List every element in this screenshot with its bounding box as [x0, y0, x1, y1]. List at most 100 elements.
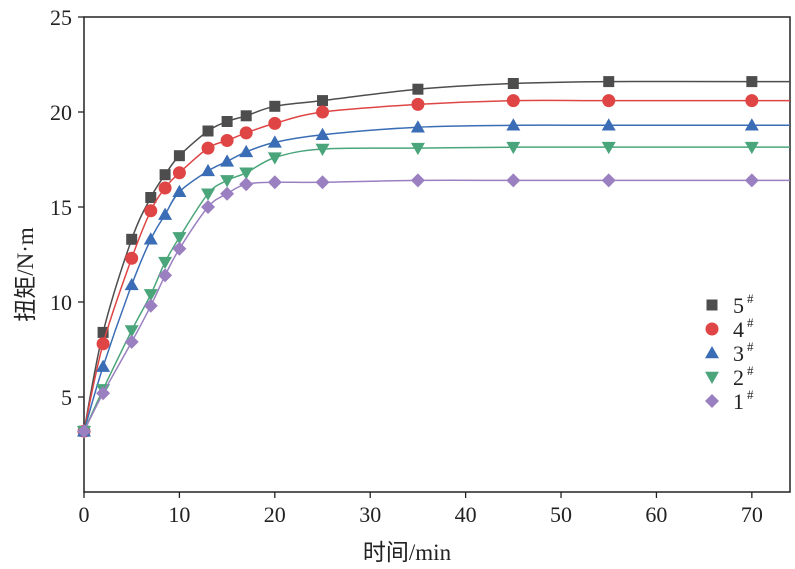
data-point — [201, 200, 216, 214]
data-point — [315, 143, 330, 157]
x-axis-label: 时间/min — [363, 540, 452, 565]
x-tick-label: 20 — [264, 502, 286, 527]
data-point — [602, 94, 616, 108]
data-point — [158, 181, 172, 195]
data-point — [144, 204, 158, 218]
data-point — [126, 233, 138, 245]
data-point — [158, 268, 173, 283]
data-point — [268, 116, 282, 130]
data-point — [506, 118, 521, 131]
legend-label: 2 — [733, 365, 744, 390]
data-point — [412, 83, 424, 95]
data-point — [410, 173, 425, 188]
x-tick-label: 60 — [645, 502, 667, 527]
legend-label: 3 — [733, 341, 744, 366]
legend-marker — [705, 322, 719, 336]
data-point — [315, 127, 330, 141]
data-point — [221, 116, 233, 127]
data-point — [317, 95, 329, 107]
data-point — [601, 118, 616, 131]
data-point — [745, 94, 759, 108]
data-point — [145, 192, 157, 203]
data-point — [159, 169, 171, 181]
data-point — [267, 135, 282, 148]
series-line — [83, 146, 790, 432]
data-point — [172, 184, 187, 198]
data-point — [158, 207, 173, 220]
data-point — [411, 97, 425, 111]
data-point — [601, 141, 616, 155]
legend-label-sup: # — [747, 291, 754, 306]
data-point — [201, 163, 216, 177]
data-point — [240, 110, 252, 122]
data-point — [220, 186, 235, 201]
legend-marker — [706, 299, 718, 311]
data-point — [143, 232, 158, 245]
data-point — [96, 337, 110, 351]
data-point — [506, 173, 521, 188]
y-tick-label: 20 — [50, 100, 72, 125]
y-axis-label: 扭矩/N·m — [13, 227, 38, 322]
data-point — [239, 167, 254, 180]
series-line — [83, 179, 790, 432]
data-point — [172, 232, 187, 245]
series-1 — [77, 173, 790, 439]
data-point — [172, 166, 186, 180]
series-4 — [77, 94, 790, 438]
series-line — [83, 99, 790, 432]
data-point — [315, 175, 330, 190]
data-point — [158, 256, 173, 270]
data-point — [239, 126, 253, 140]
data-point — [143, 298, 158, 313]
x-tick-label: 70 — [741, 502, 763, 527]
data-point — [746, 76, 758, 88]
data-point — [220, 134, 234, 147]
data-point — [124, 325, 139, 338]
legend-label-sup: # — [747, 315, 754, 330]
data-point — [316, 105, 330, 119]
series-line — [83, 124, 790, 432]
series-2 — [77, 141, 790, 439]
data-point — [506, 94, 520, 108]
y-tick-label: 15 — [50, 195, 72, 220]
data-point — [239, 177, 254, 192]
y-tick-label: 5 — [61, 385, 72, 410]
legend-marker — [705, 371, 719, 384]
legend-label-sup: # — [747, 387, 754, 402]
data-point — [410, 120, 425, 133]
data-point — [267, 152, 282, 165]
data-point — [172, 241, 187, 256]
data-point — [603, 76, 615, 88]
legend-label-sup: # — [747, 363, 754, 378]
legend-label: 1 — [733, 389, 744, 414]
x-tick-label: 30 — [359, 502, 381, 527]
data-point — [201, 141, 215, 155]
x-tick-label: 50 — [550, 502, 572, 527]
data-point — [201, 188, 216, 201]
plot-frame — [83, 16, 791, 493]
data-point — [220, 175, 235, 188]
data-point — [269, 100, 281, 112]
legend-label-sup: # — [747, 339, 754, 354]
data-point — [143, 289, 158, 302]
data-point — [744, 118, 759, 131]
x-tick-label: 0 — [79, 502, 90, 527]
data-point — [125, 251, 139, 265]
legend-marker — [705, 346, 719, 359]
data-point — [410, 142, 425, 156]
data-point — [507, 78, 519, 89]
data-point — [506, 141, 521, 155]
data-point — [744, 141, 759, 155]
data-point — [744, 173, 759, 188]
data-point — [97, 326, 109, 338]
data-point — [202, 125, 214, 137]
data-point — [173, 150, 185, 162]
data-point — [96, 386, 111, 401]
y-tick-label: 10 — [50, 290, 72, 315]
x-tick-label: 10 — [168, 502, 190, 527]
legend-marker — [705, 394, 719, 408]
legend-label: 4 — [733, 317, 744, 342]
data-point — [124, 277, 139, 291]
